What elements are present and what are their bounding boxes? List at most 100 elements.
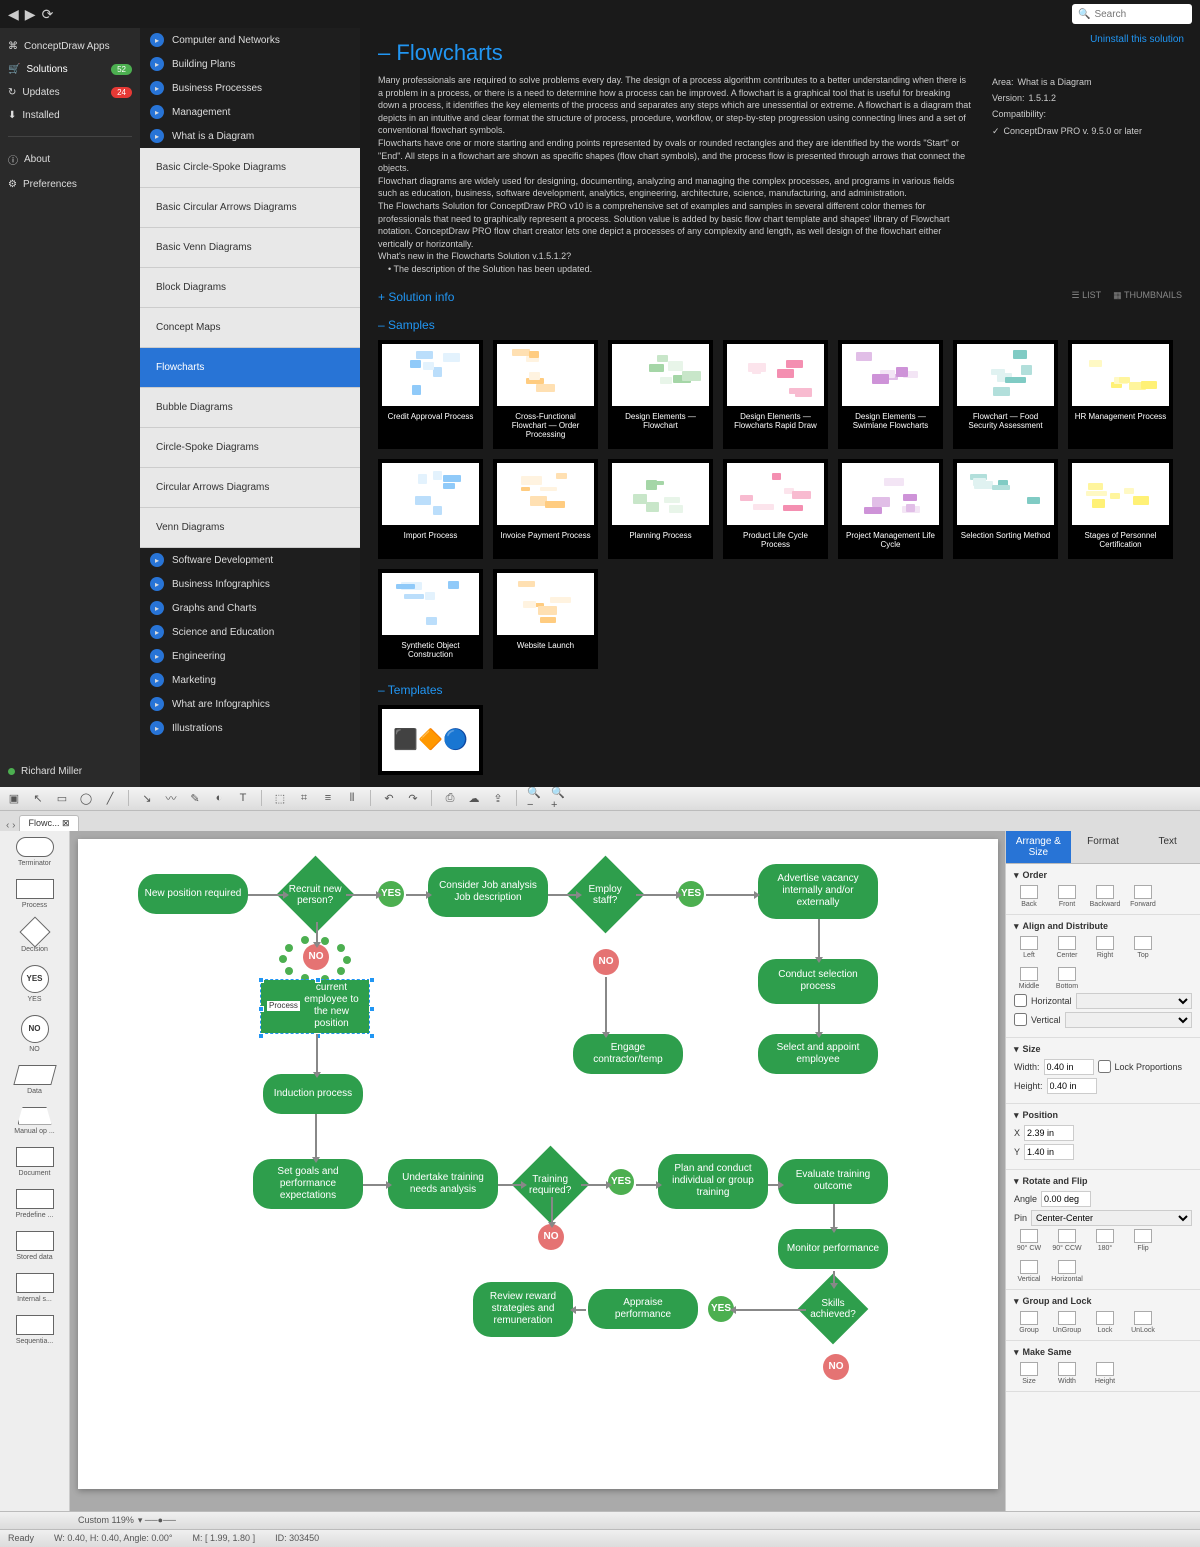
back-icon[interactable]: ◀ (8, 6, 19, 23)
flowchart-node[interactable]: Induction process (263, 1074, 363, 1114)
subcategory-item[interactable]: Circular Arrows Diagrams (140, 468, 360, 508)
flowchart-node[interactable]: Appraise performance (588, 1289, 698, 1329)
nav-apps[interactable]: ⌘ConceptDraw Apps (8, 38, 132, 55)
sample-card[interactable]: Product Life Cycle Process (723, 459, 828, 559)
select-icon[interactable]: ↖ (30, 790, 46, 806)
prop-action-button[interactable]: Backward (1090, 885, 1120, 908)
sample-card[interactable]: Design Elements — Flowcharts Rapid Draw (723, 340, 828, 449)
flowchart-connector[interactable]: NO (823, 1354, 849, 1380)
height-input[interactable] (1047, 1078, 1097, 1094)
sample-card[interactable]: Credit Approval Process (378, 340, 483, 449)
prop-action-button[interactable]: UnGroup (1052, 1311, 1082, 1334)
section-samples[interactable]: – Samples (378, 318, 1182, 332)
x-input[interactable] (1024, 1125, 1074, 1141)
nav-updates[interactable]: ↻Updates24 (8, 84, 132, 101)
template-card[interactable]: ⬛🔶🔵 (378, 705, 483, 775)
prop-action-button[interactable]: Back (1014, 885, 1044, 908)
section-templates[interactable]: – Templates (378, 683, 1182, 697)
sample-card[interactable]: Design Elements — Swimlane Flowcharts (838, 340, 943, 449)
line-icon[interactable]: ╱ (102, 790, 118, 806)
connector-icon[interactable]: ↘ (139, 790, 155, 806)
subcategory-item[interactable]: Basic Venn Diagrams (140, 228, 360, 268)
sample-card[interactable]: Stages of Personnel Certification (1068, 459, 1173, 559)
pen-icon[interactable]: ✎ (187, 790, 203, 806)
sample-card[interactable]: Cross-Functional Flowchart — Order Proce… (493, 340, 598, 449)
stencil-item[interactable]: YESYES (0, 959, 69, 1009)
prop-action-button[interactable]: Middle (1014, 967, 1044, 990)
forward-icon[interactable]: ▶ (25, 6, 36, 23)
zoom-control[interactable]: Custom 119% ▾ ──●── (78, 1515, 176, 1526)
flowchart-node[interactable]: Plan and conduct individual or group tra… (658, 1154, 768, 1209)
prop-action-button[interactable]: Front (1052, 885, 1082, 908)
sample-card[interactable]: Synthetic Object Construction (378, 569, 483, 669)
cloud-icon[interactable]: ☁ (466, 790, 482, 806)
ellipse-icon[interactable]: ◯ (78, 790, 94, 806)
distribute-icon[interactable]: ⫴ (344, 790, 360, 806)
search-input[interactable] (1094, 9, 1184, 20)
stencil-item[interactable]: Predefine ... (0, 1183, 69, 1225)
flowchart-node[interactable]: Review reward strategies and remuneratio… (473, 1282, 573, 1337)
stencil-item[interactable]: NONO (0, 1009, 69, 1059)
curve-icon[interactable]: 〰 (163, 790, 179, 806)
flowchart-node[interactable]: Undertake training needs analysis (388, 1159, 498, 1209)
prop-action-button[interactable]: Center (1052, 936, 1082, 959)
thumb-view-icon[interactable]: ▦ THUMBNAILS (1113, 290, 1182, 301)
dist-h-select[interactable] (1076, 993, 1192, 1009)
flowchart-node[interactable]: Consider Job analysis Job description (428, 867, 548, 917)
tab-arrange[interactable]: Arrange & Size (1006, 831, 1071, 864)
align-icon[interactable]: ≡ (320, 790, 336, 806)
stencil-item[interactable]: Document (0, 1141, 69, 1183)
category-item[interactable]: ▸Illustrations (140, 716, 360, 740)
category-item[interactable]: ▸Science and Education (140, 620, 360, 644)
category-item[interactable]: ▸Graphs and Charts (140, 596, 360, 620)
text-icon[interactable]: T (235, 790, 251, 806)
dist-v-select[interactable] (1065, 1012, 1192, 1028)
tab-text[interactable]: Text (1135, 831, 1200, 864)
subcategory-item[interactable]: Bubble Diagrams (140, 388, 360, 428)
category-item[interactable]: ▸Management (140, 100, 360, 124)
export-icon[interactable]: ⎙ (442, 790, 458, 806)
subcategory-item[interactable]: Flowcharts (140, 348, 360, 388)
ungroup-icon[interactable]: ⌗ (296, 790, 312, 806)
subcategory-item[interactable]: Venn Diagrams (140, 508, 360, 548)
tab-format[interactable]: Format (1071, 831, 1136, 864)
stencil-item[interactable]: Manual op ... (0, 1101, 69, 1141)
prop-action-button[interactable]: Forward (1128, 885, 1158, 908)
prop-action-button[interactable]: Size (1014, 1362, 1044, 1385)
prop-action-button[interactable]: Vertical (1014, 1260, 1044, 1283)
flowchart-connector[interactable]: NO (593, 949, 619, 975)
undo-icon[interactable]: ↶ (381, 790, 397, 806)
category-item[interactable]: ▸Computer and Networks (140, 28, 360, 52)
sample-card[interactable]: Website Launch (493, 569, 598, 669)
flowchart-node[interactable]: Engage contractor/temp (573, 1034, 683, 1074)
sample-card[interactable]: Flowchart — Food Security Assessment (953, 340, 1058, 449)
prop-action-button[interactable]: Flip (1128, 1229, 1158, 1252)
category-item[interactable]: ▸What is a Diagram (140, 124, 360, 148)
pin-select[interactable]: Center-Center (1031, 1210, 1192, 1226)
share-icon[interactable]: ⇪ (490, 790, 506, 806)
stencil-item[interactable]: Decision (0, 915, 69, 959)
flowchart-node[interactable]: Monitor performance (778, 1229, 888, 1269)
nav-solutions[interactable]: 🛒Solutions52 (8, 61, 132, 78)
prop-action-button[interactable]: Height (1090, 1362, 1120, 1385)
prop-action-button[interactable]: Top (1128, 936, 1158, 959)
subcategory-item[interactable]: Basic Circle-Spoke Diagrams (140, 148, 360, 188)
prop-action-button[interactable]: Lock (1090, 1311, 1120, 1334)
stencil-item[interactable]: Data (0, 1059, 69, 1101)
sample-card[interactable]: Design Elements — Flowchart (608, 340, 713, 449)
prop-action-button[interactable]: Horizontal (1052, 1260, 1082, 1283)
canvas[interactable]: New position requiredRecruit new person?… (78, 839, 998, 1489)
selected-node[interactable]: Process current employee to the new posi… (260, 979, 370, 1034)
tab-nav-icon[interactable]: ‹ › (6, 820, 15, 831)
prop-action-button[interactable]: 180° (1090, 1229, 1120, 1252)
redo-icon[interactable]: ↷ (405, 790, 421, 806)
category-item[interactable]: ▸Business Processes (140, 76, 360, 100)
flowchart-node[interactable]: New position required (138, 874, 248, 914)
stencil-item[interactable]: Terminator (0, 831, 69, 873)
nav-preferences[interactable]: ⚙Preferences (8, 176, 132, 193)
category-item[interactable]: ▸Marketing (140, 668, 360, 692)
lock-check[interactable] (1098, 1060, 1111, 1073)
search-box[interactable]: 🔍 (1072, 4, 1192, 24)
prop-action-button[interactable]: Right (1090, 936, 1120, 959)
sample-card[interactable]: Planning Process (608, 459, 713, 559)
